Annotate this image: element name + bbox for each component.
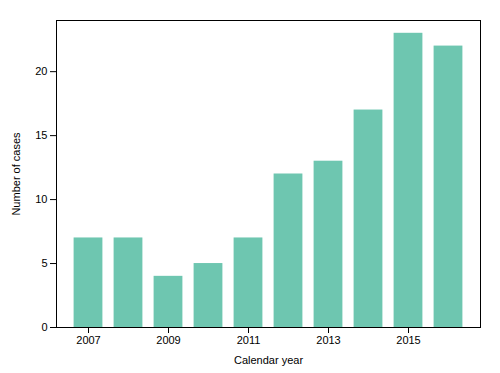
svg-text:2013: 2013 — [316, 334, 340, 346]
svg-text:2015: 2015 — [396, 334, 420, 346]
svg-text:20: 20 — [35, 65, 47, 77]
svg-text:2007: 2007 — [76, 334, 100, 346]
svg-text:15: 15 — [35, 129, 47, 141]
svg-text:2009: 2009 — [156, 334, 180, 346]
svg-text:10: 10 — [35, 193, 47, 205]
svg-text:0: 0 — [41, 321, 47, 333]
svg-text:Number of cases: Number of cases — [10, 132, 22, 216]
svg-text:Calendar year: Calendar year — [234, 354, 303, 366]
svg-text:2011: 2011 — [237, 334, 261, 346]
svg-text:5: 5 — [41, 257, 47, 269]
